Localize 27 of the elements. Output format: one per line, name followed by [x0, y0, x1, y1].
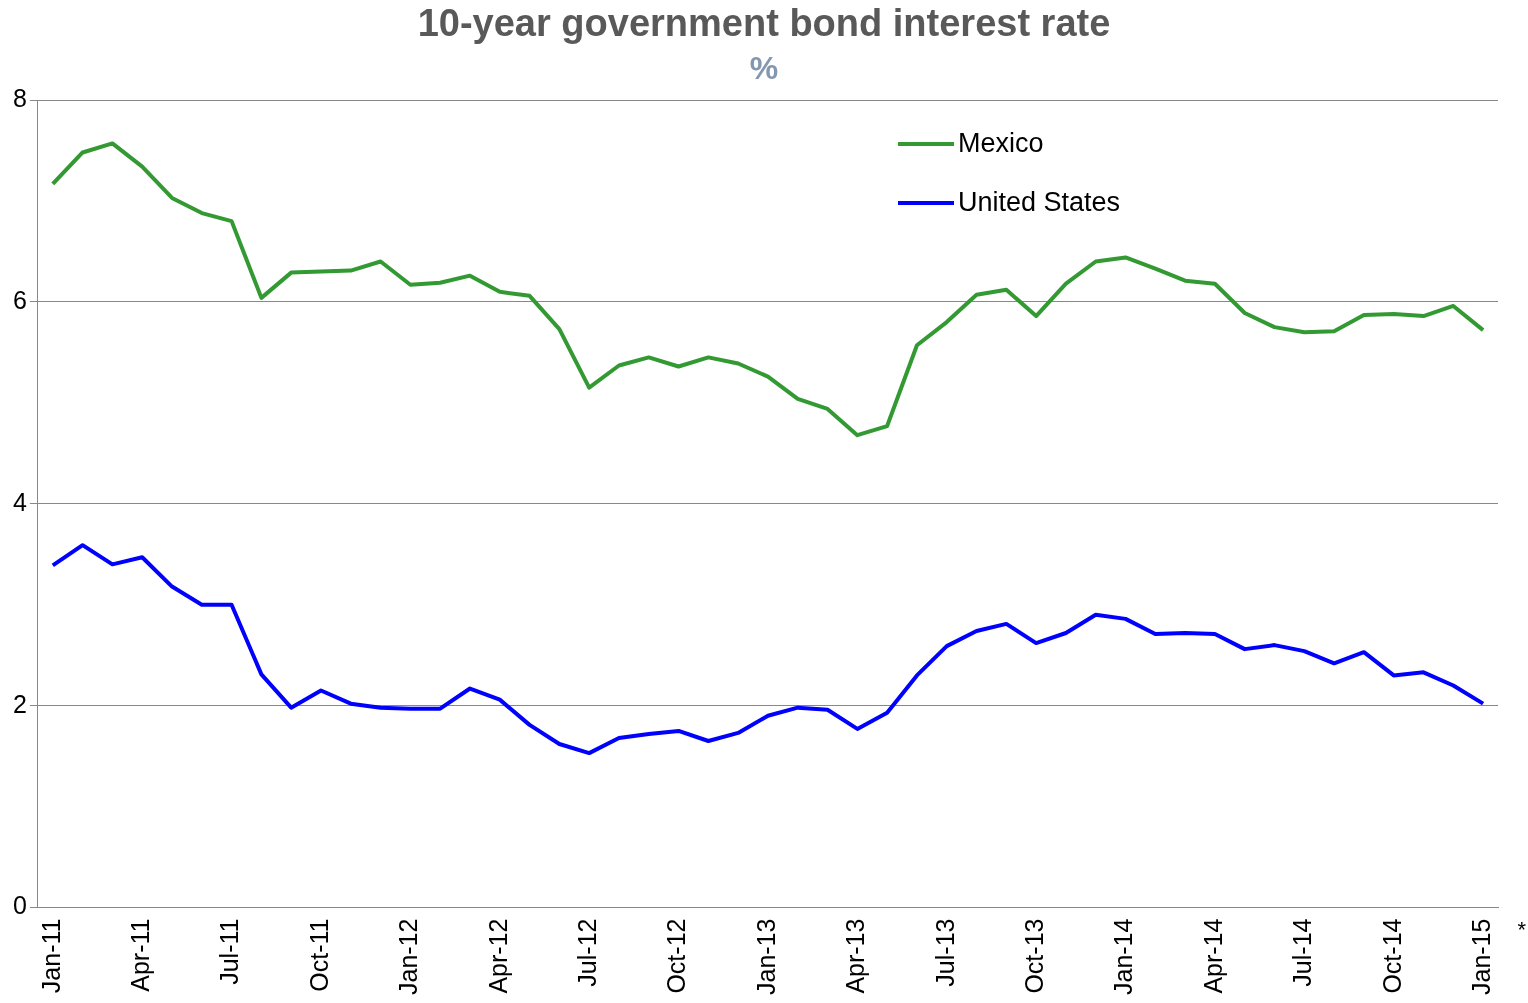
x-tick-label: Jul-11	[215, 918, 244, 985]
x-tick-label: Oct-11	[304, 918, 333, 992]
legend-label: United States	[958, 187, 1121, 218]
x-tick-label: Apr-14	[1198, 918, 1227, 994]
chart-subtitle: %	[749, 50, 779, 86]
text: *	[1517, 917, 1526, 943]
y-tick-label: 6	[13, 285, 27, 314]
legend-label: Mexico	[958, 128, 1044, 159]
x-tick-label: Jul-14	[1288, 918, 1317, 987]
x-tick-label: Jan-13	[751, 918, 780, 996]
x-tick-label: Jan-15	[1466, 918, 1495, 996]
x-tick-label: Jan-11	[36, 918, 65, 994]
x-tick-label: Apr-13	[841, 918, 870, 994]
x-tick-label: Jan-14	[1109, 918, 1138, 996]
x-tick-label: Oct-13	[1020, 918, 1049, 994]
chart-title: 10-year government bond interest rate	[416, 2, 1112, 45]
x-tick-label: Apr-12	[483, 918, 512, 994]
y-tick-label: 2	[13, 689, 27, 718]
x-tick-label: Jul-13	[930, 918, 959, 987]
y-tick-label: 4	[13, 487, 27, 516]
x-tick-label: Jul-12	[573, 918, 602, 987]
x-tick-label: Jan-12	[394, 918, 423, 996]
x-tick-label: Oct-14	[1377, 918, 1406, 994]
y-tick-label: 8	[13, 83, 27, 112]
y-tick-label: 0	[13, 891, 27, 920]
x-tick-label: Apr-11	[126, 918, 155, 992]
x-tick-label: Oct-12	[662, 918, 691, 994]
